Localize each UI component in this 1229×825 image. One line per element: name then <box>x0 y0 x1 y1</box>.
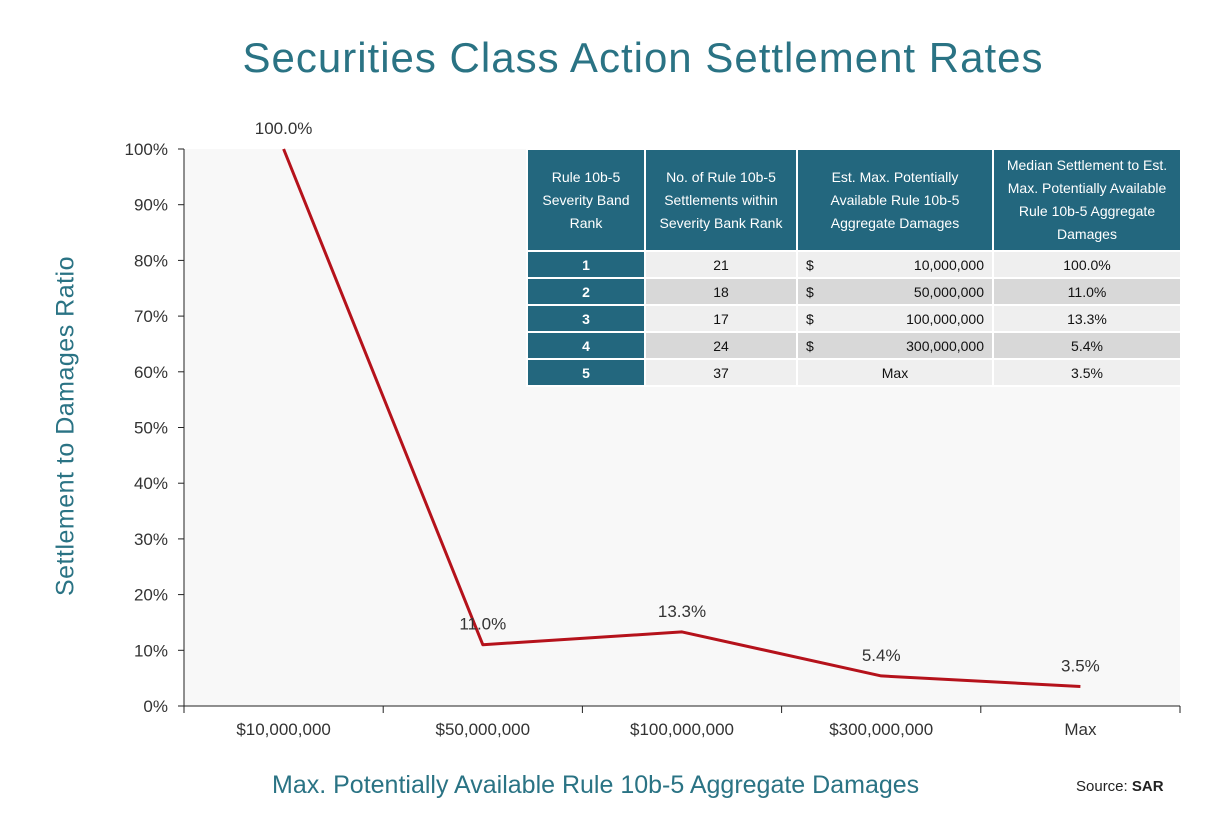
damages-cell: Max <box>796 358 994 387</box>
data-label: 5.4% <box>862 646 901 665</box>
currency-symbol: $ <box>806 337 814 354</box>
rank-cell: 3 <box>526 304 646 333</box>
y-tick-label: 40% <box>134 474 168 493</box>
y-tick-label: 90% <box>134 196 168 215</box>
count-cell: 37 <box>644 358 798 387</box>
count-cell: 18 <box>644 277 798 306</box>
damages-cell: $100,000,000 <box>796 304 994 333</box>
y-tick-label: 0% <box>143 697 168 716</box>
damages-value: 50,000,000 <box>913 283 984 300</box>
currency-symbol: $ <box>806 283 814 300</box>
settlement-table: Rule 10b-5 Severity Band Rank No. of Rul… <box>526 148 1182 387</box>
damages-value: 100,000,000 <box>906 310 984 327</box>
table-row: 4 24 $300,000,000 5.4% <box>526 331 1182 360</box>
table-row: 5 37 Max 3.5% <box>526 358 1182 387</box>
count-cell: 24 <box>644 331 798 360</box>
data-labels: 100.0% 11.0% 13.3% 5.4% 3.5% <box>255 119 1100 676</box>
count-cell: 21 <box>644 250 798 279</box>
y-tick-label: 80% <box>134 251 168 270</box>
data-label: 100.0% <box>255 119 313 138</box>
y-tick-label: 30% <box>134 530 168 549</box>
data-label: 13.3% <box>658 602 706 621</box>
median-cell: 3.5% <box>992 358 1182 387</box>
header-damages: Est. Max. Potentially Available Rule 10b… <box>796 148 994 252</box>
damages-value: 300,000,000 <box>906 337 984 354</box>
rank-cell: 2 <box>526 277 646 306</box>
source-name: SAR <box>1131 778 1164 795</box>
header-count: No. of Rule 10b-5 Settlements within Sev… <box>644 148 798 252</box>
data-label: 11.0% <box>459 615 506 634</box>
y-tick-label: 20% <box>134 586 168 605</box>
data-label: 3.5% <box>1061 657 1100 676</box>
table-row: 3 17 $100,000,000 13.3% <box>526 304 1182 333</box>
y-tick-label: 100% <box>125 140 168 159</box>
damages-cell: $10,000,000 <box>796 250 994 279</box>
rank-cell: 5 <box>526 358 646 387</box>
x-axis-label: Max. Potentially Available Rule 10b-5 Ag… <box>272 771 920 799</box>
x-tick-label: $100,000,000 <box>630 720 734 739</box>
damages-cell: $50,000,000 <box>796 277 994 306</box>
median-cell: 100.0% <box>992 250 1182 279</box>
x-tick-label: $10,000,000 <box>236 720 331 739</box>
header-median: Median Settlement to Est. Max. Potential… <box>992 148 1182 252</box>
count-cell: 17 <box>644 304 798 333</box>
rank-cell: 4 <box>526 331 646 360</box>
series-line <box>282 148 1081 689</box>
rank-cell: 1 <box>526 250 646 279</box>
table-row: 1 21 $10,000,000 100.0% <box>526 250 1182 279</box>
table-header-row: Rule 10b-5 Severity Band Rank No. of Rul… <box>526 148 1182 252</box>
y-tick-label: 60% <box>134 363 168 382</box>
x-tick-label: $50,000,000 <box>436 720 531 739</box>
source-note: Source: SAR <box>1076 778 1164 795</box>
source-prefix: Source: <box>1076 778 1128 795</box>
currency-symbol: $ <box>806 310 814 327</box>
median-cell: 5.4% <box>992 331 1182 360</box>
y-tick-label: 70% <box>134 307 168 326</box>
currency-symbol: $ <box>806 256 814 273</box>
x-tick-label: Max <box>1064 720 1097 739</box>
header-rank: Rule 10b-5 Severity Band Rank <box>526 148 646 252</box>
tick-labels: 0% 10% 20% 30% 40% 50% 60% 70% 80% 90% 100% $10,000… <box>125 140 1097 739</box>
y-axis-label: Settlement to Damages Ratio <box>51 255 80 597</box>
median-cell: 13.3% <box>992 304 1182 333</box>
damages-value: 10,000,000 <box>913 256 984 273</box>
y-tick-label: 10% <box>134 641 168 660</box>
damages-cell: $300,000,000 <box>796 331 994 360</box>
axes <box>178 148 1181 713</box>
chart-title: Securities Class Action Settlement Rates <box>242 34 1044 81</box>
table-row: 2 18 $50,000,000 11.0% <box>526 277 1182 306</box>
y-tick-label: 50% <box>134 419 168 438</box>
median-cell: 11.0% <box>992 277 1182 306</box>
x-tick-label: $300,000,000 <box>829 720 933 739</box>
